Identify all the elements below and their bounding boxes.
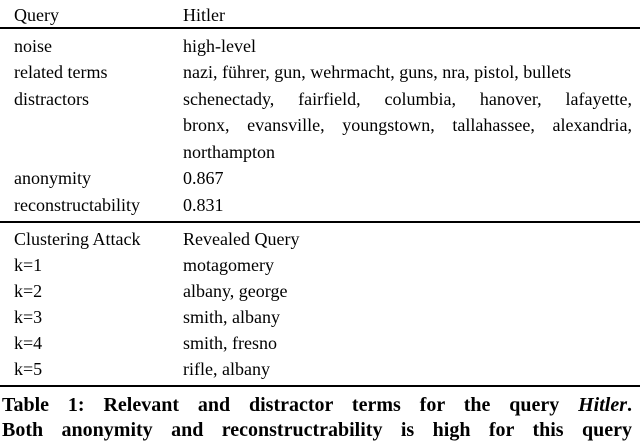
header-query-value: Hitler <box>183 5 225 25</box>
row-label: related terms <box>14 62 108 83</box>
table-caption: Table 1: Relevant and distractor terms f… <box>0 393 640 443</box>
caption-line-1: Table 1: Relevant and distractor terms f… <box>2 393 632 418</box>
row-value: nazi, führer, gun, wehrmacht, guns, nra,… <box>183 62 572 83</box>
row-label: k=4 <box>14 332 43 353</box>
row-label: reconstructability <box>14 194 140 215</box>
table-section-metrics: noise high-level related terms nazi, füh… <box>0 29 640 222</box>
distractors-line-3: northampton <box>183 141 275 162</box>
caption-query-term-italic: Hitler <box>578 394 628 417</box>
caption-line1-prefix: Table 1: Relevant and distractor terms f… <box>2 394 560 417</box>
distractors-line-2: bronx, evansville, youngstown, tallahass… <box>183 115 632 136</box>
table-section-clustering-attack: Clustering Attack Revealed Query k=1 mot… <box>0 223 640 385</box>
row-label: anonymity <box>14 168 91 189</box>
table-row-k2: k=2 albany, george <box>0 278 640 304</box>
table-row-noise: noise high-level <box>0 33 640 60</box>
row-value: smith, fresno <box>183 332 277 353</box>
row-label: k=3 <box>14 306 43 327</box>
distractors-line-1: schenectady, fairfield, columbia, hanove… <box>183 88 632 109</box>
row-label: noise <box>14 35 52 56</box>
revealed-query-header: Revealed Query <box>183 228 300 249</box>
row-label: k=5 <box>14 358 43 379</box>
row-label: k=1 <box>14 254 43 275</box>
table-row-k3: k=3 smith, albany <box>0 304 640 330</box>
table-row-anonymity: anonymity 0.867 <box>0 165 640 192</box>
table-row-distractors: distractors schenectady, fairfield, colu… <box>0 86 640 166</box>
results-table: Query Hitler noise high-level related te… <box>0 0 640 388</box>
section-divider-rule <box>0 221 640 223</box>
row-value: high-level <box>183 35 256 56</box>
row-label: k=2 <box>14 280 43 301</box>
table-row-k4: k=4 smith, fresno <box>0 330 640 356</box>
table-bottom-rule <box>0 384 640 388</box>
clustering-header-row: Clustering Attack Revealed Query <box>0 226 640 252</box>
row-value: 0.867 <box>183 168 224 189</box>
caption-line1-suffix: . <box>627 394 633 417</box>
table-row-k5: k=5 rifle, albany <box>0 356 640 382</box>
row-label: distractors <box>14 88 89 109</box>
table-row-k1: k=1 motagomery <box>0 252 640 278</box>
header-query-label: Query <box>14 5 59 25</box>
row-value: schenectady, fairfield, columbia, hanove… <box>183 86 632 166</box>
table-header-row: Query Hitler <box>0 0 640 27</box>
row-value: rifle, albany <box>183 358 270 379</box>
row-value: smith, albany <box>183 306 280 327</box>
caption-line-2: Both anonymity and reconstructrability i… <box>2 419 632 442</box>
row-value: motagomery <box>183 254 274 275</box>
table-row-related-terms: related terms nazi, führer, gun, wehrmac… <box>0 59 640 86</box>
header-divider-rule <box>0 27 640 29</box>
table-row-reconstructability: reconstructability 0.831 <box>0 192 640 219</box>
clustering-attack-header: Clustering Attack <box>14 228 141 249</box>
row-value: albany, george <box>183 280 288 301</box>
row-value: 0.831 <box>183 194 224 215</box>
